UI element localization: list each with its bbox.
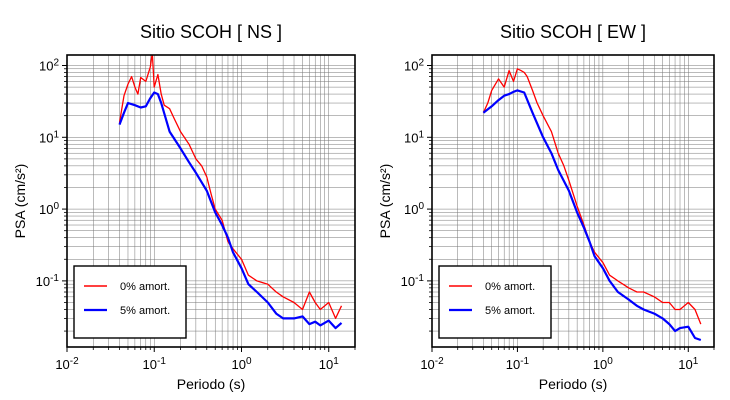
y-tick-label: 10-1 [401,273,425,289]
chart-panel-2: 10-2 10-1 100 101 10-1 100 101 102 Sitio SCOH [ … [377,22,715,392]
series-line-undamped [482,68,702,325]
series-line-damped [118,91,343,330]
series-line-undamped [118,55,343,320]
y-axis-label: PSA (cm/s²) [377,164,393,239]
x-tick-label: 10-1 [143,356,167,372]
legend-label: 5% amort. [120,305,170,317]
legend-label: 0% amort. [485,281,535,293]
x-tick-label: 100 [593,356,613,372]
legend-label: 5% amort. [485,305,535,317]
plot-frame [66,54,356,348]
y-tick-label: 101 [404,129,424,145]
x-tick-label: 10-1 [506,356,530,372]
y-tick-label: 10-1 [36,273,60,289]
plot-frame [431,54,715,348]
x-tick-label: 101 [678,356,698,372]
y-tick-label: 100 [39,201,59,217]
legend: 0% amort. 5% amort. [438,265,552,339]
legend-box [73,265,187,339]
y-tick-label: 102 [39,57,59,73]
x-axis-label: Periodo (s) [539,376,607,392]
x-tick-label: 10-2 [55,356,79,372]
legend: 0% amort. 5% amort. [73,265,187,339]
y-tick-label: 101 [39,129,59,145]
chart-title: Sitio SCOH [ EW ] [500,22,646,42]
legend-box [438,265,552,339]
x-tick-label: 10-2 [420,356,444,372]
grid [67,55,355,347]
x-tick-label: 101 [319,356,339,372]
x-tick-label: 100 [231,356,251,372]
series-line-damped [482,89,702,342]
x-axis-label: Periodo (s) [177,376,245,392]
y-tick-label: 102 [404,57,424,73]
y-tick-label: 100 [404,201,424,217]
chart-title: Sitio SCOH [ NS ] [140,22,282,42]
chart-panel-1: 10-2 10-1 100 101 10-1 100 101 102 Sitio SCOH [ … [12,22,356,392]
y-axis-label: PSA (cm/s²) [12,164,28,239]
legend-label: 0% amort. [120,281,170,293]
